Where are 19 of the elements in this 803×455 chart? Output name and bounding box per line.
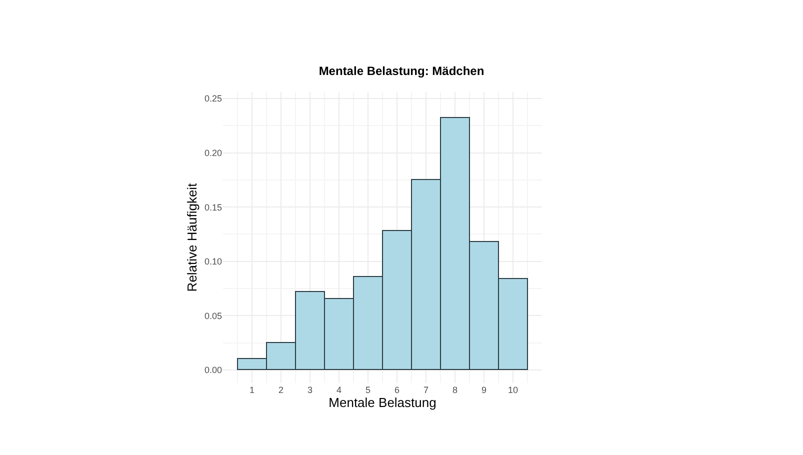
x-tick-label: 1 — [249, 385, 255, 395]
x-tick-label: 10 — [508, 385, 518, 395]
x-tick-label: 5 — [365, 385, 371, 395]
x-tick-label: 2 — [278, 385, 284, 395]
y-axis-title: Relative Häufigkeit — [184, 182, 200, 292]
y-tick-label: 0.10 — [204, 256, 222, 267]
x-tick-label: 9 — [481, 385, 487, 395]
x-axis-title: Mentale Belastung — [328, 395, 436, 410]
y-tick-label: 0.00 — [204, 365, 222, 376]
x-tick-label: 3 — [307, 385, 313, 395]
chart-title: Mentale Belastung: Mädchen — [318, 64, 484, 78]
x-tick-label: 6 — [394, 385, 400, 395]
y-tick-label: 0.20 — [204, 148, 222, 158]
x-tick-label: 4 — [336, 385, 342, 395]
x-tick-label: 8 — [452, 385, 458, 395]
y-tick-label: 0.05 — [204, 310, 222, 321]
y-tick-label: 0.15 — [204, 202, 222, 212]
x-tick-label: 7 — [423, 385, 429, 395]
y-tick-label: 0.25 — [204, 94, 222, 104]
